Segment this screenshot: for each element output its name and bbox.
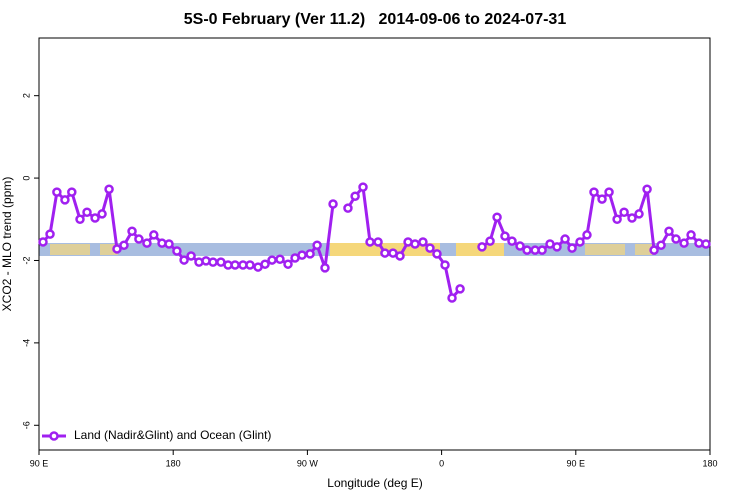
y-tick-label: 0 bbox=[21, 176, 31, 181]
data-point bbox=[297, 250, 307, 260]
data-point bbox=[560, 234, 570, 244]
data-point bbox=[619, 207, 629, 218]
data-point bbox=[432, 249, 442, 259]
data-point bbox=[477, 242, 487, 252]
land-patch bbox=[635, 244, 653, 255]
data-point bbox=[149, 230, 159, 240]
data-point bbox=[230, 260, 240, 270]
data-point bbox=[312, 240, 322, 250]
data-point bbox=[589, 187, 599, 197]
data-point bbox=[627, 213, 637, 223]
data-point bbox=[305, 249, 315, 259]
data-point bbox=[186, 251, 196, 261]
data-point bbox=[179, 255, 189, 265]
data-point bbox=[447, 293, 457, 303]
chart-title: 5S-0 February (Ver 11.2) 2014-09-06 to 2… bbox=[184, 11, 567, 28]
data-point bbox=[97, 209, 107, 219]
data-point bbox=[649, 245, 659, 255]
x-tick-label: 0 bbox=[439, 458, 444, 468]
data-point bbox=[418, 237, 428, 247]
data-point bbox=[373, 237, 383, 247]
data-point bbox=[664, 226, 674, 236]
data-point bbox=[679, 238, 689, 248]
land-patch bbox=[585, 244, 625, 255]
data-point bbox=[395, 251, 405, 261]
data-point bbox=[275, 254, 285, 264]
data-point bbox=[112, 244, 122, 254]
data-point bbox=[245, 260, 255, 270]
data-point bbox=[208, 257, 218, 267]
data-point bbox=[410, 239, 420, 249]
data-point bbox=[515, 241, 525, 251]
data-point bbox=[380, 248, 390, 258]
data-point bbox=[90, 213, 100, 223]
data-point bbox=[67, 187, 77, 197]
data-point bbox=[343, 203, 353, 213]
data-point bbox=[260, 259, 270, 269]
data-point bbox=[575, 237, 585, 247]
data-point bbox=[134, 234, 144, 244]
data-point bbox=[582, 230, 592, 240]
data-point bbox=[597, 194, 607, 204]
data-point bbox=[656, 240, 666, 250]
data-point bbox=[52, 187, 62, 197]
data-point bbox=[604, 187, 614, 197]
data-point bbox=[552, 242, 562, 252]
data-point bbox=[686, 230, 696, 240]
x-tick-label: 180 bbox=[702, 458, 717, 468]
data-point bbox=[127, 226, 137, 236]
data-point bbox=[634, 209, 644, 219]
data-point bbox=[350, 191, 360, 201]
data-point bbox=[455, 284, 465, 294]
data-point bbox=[283, 259, 293, 269]
data-point bbox=[267, 255, 277, 265]
x-tick-label: 90 E bbox=[567, 458, 586, 468]
data-point bbox=[440, 260, 450, 270]
data-point bbox=[522, 245, 532, 255]
data-point bbox=[612, 214, 622, 225]
data-point bbox=[45, 229, 55, 239]
y-tick-label: 2 bbox=[21, 93, 31, 98]
legend-marker bbox=[49, 431, 59, 441]
data-point bbox=[425, 243, 435, 253]
legend-label: Land (Nadir&Glint) and Ocean (Glint) bbox=[74, 428, 271, 442]
x-tick-label: 90 W bbox=[297, 458, 319, 468]
data-point bbox=[485, 236, 495, 246]
data-point bbox=[320, 263, 330, 273]
data-point bbox=[75, 214, 85, 225]
data-point bbox=[119, 240, 129, 250]
data-point bbox=[60, 195, 70, 205]
land-patch bbox=[50, 244, 90, 255]
data-point bbox=[164, 239, 174, 249]
y-tick-label: -2 bbox=[21, 256, 31, 264]
y-tick-label: -4 bbox=[21, 339, 31, 347]
data-point bbox=[567, 243, 577, 253]
data-point bbox=[142, 238, 152, 248]
data-point bbox=[500, 231, 510, 241]
data-point bbox=[671, 234, 681, 244]
data-point bbox=[701, 239, 711, 249]
data-point bbox=[642, 184, 652, 194]
data-point bbox=[328, 199, 338, 209]
land-patch bbox=[100, 244, 118, 255]
data-point bbox=[492, 212, 502, 222]
x-tick-label: 90 E bbox=[30, 458, 49, 468]
data-point bbox=[82, 207, 92, 218]
data-point bbox=[507, 236, 517, 246]
y-tick-label: -6 bbox=[21, 421, 31, 429]
data-point bbox=[38, 237, 48, 247]
x-axis-label: Longitude (deg E) bbox=[327, 476, 422, 490]
data-point bbox=[172, 246, 182, 256]
data-point bbox=[537, 245, 547, 255]
data-point bbox=[104, 184, 114, 194]
y-axis-label: XCO2 - MLO trend (ppm) bbox=[0, 177, 14, 312]
data-point bbox=[358, 182, 368, 192]
data-point bbox=[365, 237, 375, 247]
x-tick-label: 180 bbox=[166, 458, 181, 468]
